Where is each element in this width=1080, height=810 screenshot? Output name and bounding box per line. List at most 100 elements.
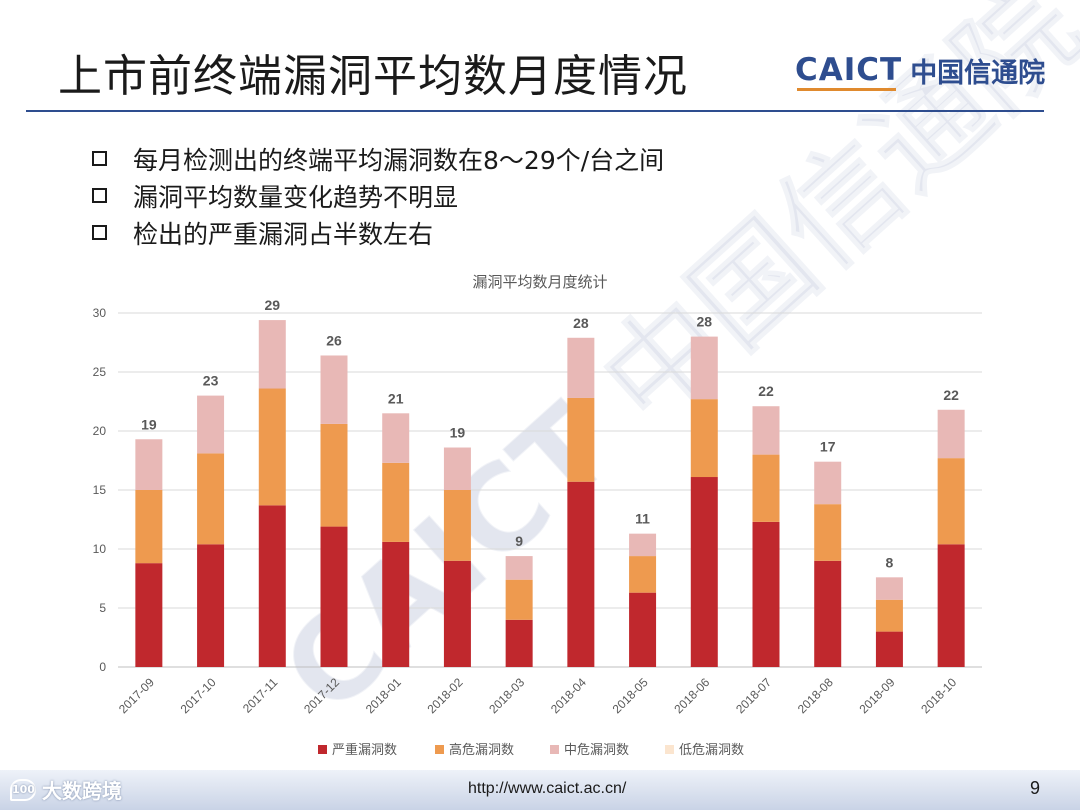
legend-item: 中危漏洞数 — [550, 742, 629, 758]
bar-segment — [567, 397, 595, 482]
page-title: 上市前终端漏洞平均数月度情况 — [58, 51, 688, 102]
bar-segment — [567, 337, 595, 398]
bar-segment — [814, 560, 842, 667]
bar-segment — [258, 388, 286, 506]
x-tick-label: 2018-04 — [548, 675, 589, 716]
logo-name: 中国信通院 — [910, 57, 1046, 89]
bar-segment — [937, 544, 965, 667]
total-label: 19 — [141, 416, 157, 432]
legend-swatch — [435, 745, 444, 754]
x-tick-label: 2017-12 — [301, 675, 342, 716]
bar-segment — [629, 533, 657, 557]
checkbox-bullet-icon — [92, 151, 107, 166]
bar-segment — [814, 504, 842, 561]
total-label: 17 — [820, 439, 836, 455]
bar-segment — [629, 592, 657, 667]
bullet-text: 漏洞平均数量变化趋势不明显 — [133, 182, 459, 212]
total-label: 28 — [573, 315, 589, 331]
bullet-text: 检出的严重漏洞占半数左右 — [133, 219, 434, 249]
y-tick-label: 20 — [93, 424, 107, 438]
bar-segment — [320, 423, 348, 527]
stacked-bar-chart: 漏洞平均数月度统计 0 5 10 15 20 25 30 19 23 29 26 21 19 9 28 11… — [93, 273, 982, 758]
bar-segment — [135, 563, 163, 667]
legend-swatch — [665, 745, 674, 754]
footer-url[interactable]: http://www.caict.ac.cn/ — [468, 780, 627, 797]
bar-segment — [567, 481, 595, 667]
bar-segment — [258, 320, 286, 389]
bar-segment — [690, 477, 718, 667]
bar-segment — [814, 461, 842, 505]
x-tick-label: 2017-11 — [240, 675, 281, 716]
y-tick-label: 0 — [99, 660, 106, 674]
bar-segment — [752, 454, 780, 522]
x-tick-label: 2018-02 — [425, 675, 466, 716]
total-label: 23 — [203, 373, 219, 389]
y-tick-label: 10 — [93, 542, 107, 556]
bar-segment — [937, 458, 965, 545]
bullet-list: 每月检测出的终端平均漏洞数在8～29个/台之间 漏洞平均数量变化趋势不明显 检出… — [92, 140, 664, 251]
total-label: 26 — [326, 332, 342, 348]
y-axis: 0 5 10 15 20 25 30 — [93, 306, 107, 674]
total-label: 28 — [696, 314, 712, 330]
x-tick-label: 2018-09 — [857, 675, 898, 716]
bar-segment — [875, 599, 903, 632]
legend-item: 高危漏洞数 — [435, 742, 514, 758]
bar-segment — [443, 490, 471, 561]
bar-segment — [197, 453, 225, 545]
bar-segment — [875, 631, 903, 667]
total-label: 29 — [264, 297, 280, 313]
total-label: 8 — [886, 554, 894, 570]
bullet-item: 漏洞平均数量变化趋势不明显 — [92, 177, 664, 214]
bar-segment — [690, 399, 718, 478]
bar-segment — [258, 505, 286, 667]
brand-text: 大数跨境 — [42, 779, 122, 803]
total-label: 22 — [758, 383, 774, 399]
bar-segment — [135, 490, 163, 564]
x-tick-label: 2018-08 — [795, 675, 836, 716]
y-tick-label: 30 — [93, 306, 107, 320]
legend-label: 高危漏洞数 — [449, 742, 514, 758]
footer-band — [0, 770, 1080, 810]
x-tick-label: 2017-09 — [116, 675, 157, 716]
legend-swatch — [550, 745, 559, 754]
bar-segment — [443, 560, 471, 667]
bullet-item: 每月检测出的终端平均漏洞数在8～29个/台之间 — [92, 140, 664, 177]
bars — [135, 320, 965, 667]
x-axis: 2017-09 2017-10 2017-11 2017-12 2018-01 2018-… — [116, 675, 960, 716]
bar-segment — [505, 556, 533, 580]
legend-label: 严重漏洞数 — [332, 742, 397, 758]
x-tick-label: 2018-05 — [610, 675, 651, 716]
bar-segment — [690, 336, 718, 400]
legend-item: 低危漏洞数 — [665, 742, 744, 758]
bar-segment — [197, 395, 225, 454]
bar-segment — [197, 544, 225, 667]
bar-segment — [875, 577, 903, 600]
legend-label: 低危漏洞数 — [679, 742, 744, 758]
x-tick-label: 2018-06 — [671, 675, 712, 716]
bar-segment — [320, 355, 348, 424]
total-label: 21 — [388, 390, 404, 406]
page-number: 9 — [1030, 778, 1041, 798]
total-label: 11 — [635, 511, 650, 527]
bar-segment — [320, 526, 348, 667]
checkbox-bullet-icon — [92, 225, 107, 240]
bullet-text: 每月检测出的终端平均漏洞数在8～29个/台之间 — [133, 145, 665, 175]
legend-label: 中危漏洞数 — [564, 742, 629, 758]
bar-segment — [505, 619, 533, 667]
x-tick-label: 2017-10 — [178, 675, 219, 716]
title-divider — [26, 110, 1044, 112]
logo-mark: CAICT — [795, 52, 903, 91]
brand-icon: 100 — [10, 778, 36, 801]
total-label: 22 — [943, 387, 959, 403]
y-tick-label: 5 — [99, 601, 106, 615]
x-tick-label: 2018-01 — [363, 675, 404, 716]
bar-segment — [937, 409, 965, 459]
y-tick-label: 25 — [93, 365, 107, 379]
chart-title: 漏洞平均数月度统计 — [472, 273, 607, 291]
bar-segment — [382, 413, 410, 463]
bar-segment — [752, 521, 780, 667]
bar-segment — [135, 439, 163, 490]
gridlines — [118, 312, 982, 668]
bar-segment — [382, 541, 410, 667]
x-tick-label: 2018-10 — [918, 675, 959, 716]
